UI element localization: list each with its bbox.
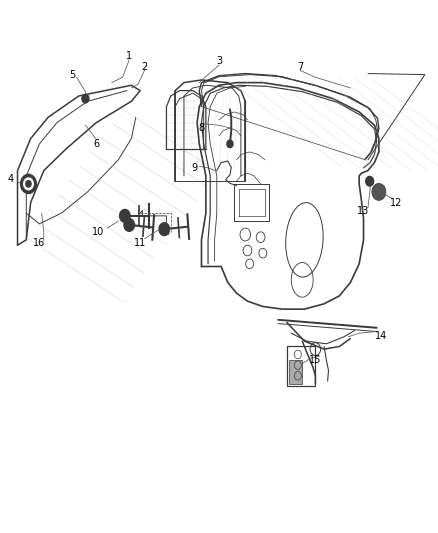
Circle shape: [24, 178, 33, 190]
Text: 7: 7: [297, 62, 303, 71]
Text: 1: 1: [126, 51, 132, 61]
Text: 8: 8: [198, 123, 205, 133]
Text: 11: 11: [134, 238, 146, 247]
Circle shape: [120, 209, 130, 222]
Text: 15: 15: [309, 355, 321, 365]
Text: 4: 4: [8, 174, 14, 183]
Text: 12: 12: [390, 198, 403, 207]
Text: 2: 2: [141, 62, 148, 71]
Circle shape: [227, 140, 233, 148]
Text: 6: 6: [93, 139, 99, 149]
Circle shape: [26, 181, 31, 187]
Circle shape: [21, 174, 36, 193]
Text: 16: 16: [33, 238, 46, 247]
Circle shape: [124, 219, 134, 231]
Circle shape: [159, 223, 170, 236]
Bar: [287, 346, 315, 386]
Text: 3: 3: [216, 56, 222, 66]
Text: 10: 10: [92, 227, 105, 237]
Bar: [289, 360, 302, 384]
Text: 14: 14: [375, 331, 387, 341]
Text: 5: 5: [69, 70, 75, 79]
Circle shape: [82, 94, 89, 103]
Text: 9: 9: [192, 163, 198, 173]
Circle shape: [366, 176, 374, 186]
Text: 13: 13: [357, 206, 370, 215]
Circle shape: [372, 183, 386, 200]
